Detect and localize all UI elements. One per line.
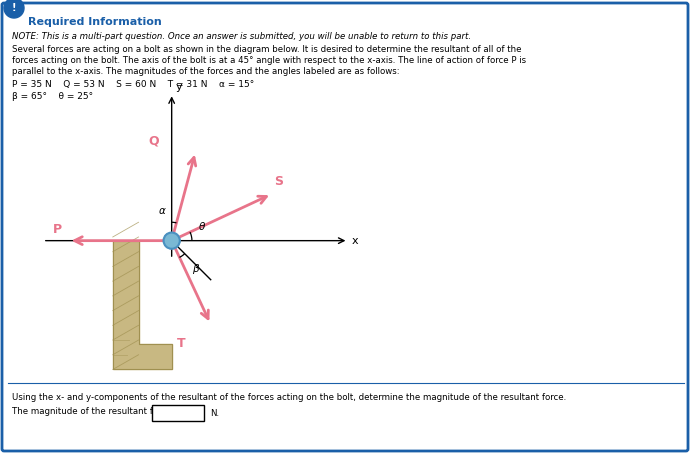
Text: α: α <box>158 206 165 216</box>
Circle shape <box>4 0 24 18</box>
Text: T: T <box>176 337 185 350</box>
FancyBboxPatch shape <box>2 3 688 451</box>
Text: Q: Q <box>148 135 158 148</box>
Text: x: x <box>352 236 358 246</box>
Text: P: P <box>53 223 62 236</box>
Circle shape <box>163 232 180 249</box>
Text: y: y <box>175 82 182 92</box>
Text: parallel to the x-axis. The magnitudes of the forces and the angles labeled are : parallel to the x-axis. The magnitudes o… <box>12 67 399 76</box>
Text: β = 65°    θ = 25°: β = 65° θ = 25° <box>12 92 93 101</box>
Text: Using the x- and y-components of the resultant of the forces acting on the bolt,: Using the x- and y-components of the res… <box>12 393 566 402</box>
Text: NOTE: This is a multi-part question. Once an answer is submitted, you will be un: NOTE: This is a multi-part question. Onc… <box>12 32 471 41</box>
Text: P = 35 N    Q = 53 N    S = 60 N    T = 31 N    α = 15°: P = 35 N Q = 53 N S = 60 N T = 31 N α = … <box>12 80 254 89</box>
Bar <box>152 405 204 421</box>
Text: θ: θ <box>199 222 206 232</box>
Text: !: ! <box>12 3 16 13</box>
Text: β: β <box>192 264 199 274</box>
Text: The magnitude of the resultant force is: The magnitude of the resultant force is <box>12 407 181 416</box>
Text: Required Information: Required Information <box>28 17 162 27</box>
Text: S: S <box>274 175 283 188</box>
Text: forces acting on the bolt. The axis of the bolt is at a 45° angle with respect t: forces acting on the bolt. The axis of t… <box>12 56 526 65</box>
Text: N.: N. <box>210 409 219 418</box>
Text: Several forces are acting on a bolt as shown in the diagram below. It is desired: Several forces are acting on a bolt as s… <box>12 45 522 54</box>
Polygon shape <box>113 241 172 370</box>
